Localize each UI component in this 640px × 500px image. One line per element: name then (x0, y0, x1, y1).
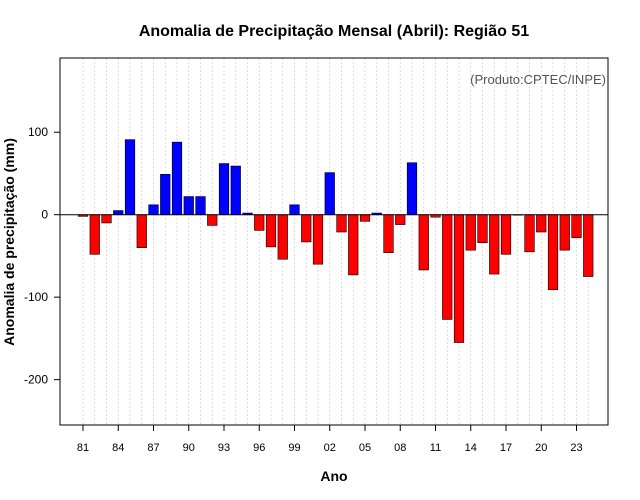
x-tick-label: 08 (394, 442, 406, 454)
x-tick-label: 90 (183, 442, 195, 454)
bar-1994 (230, 165, 241, 215)
bar-series (77, 139, 594, 343)
bar-2019 (524, 214, 535, 253)
bar-2010 (418, 214, 429, 271)
bar-2023 (571, 214, 582, 239)
bar-1991 (195, 196, 206, 215)
y-tick-label: -200 (24, 373, 48, 387)
x-tick-label: 81 (77, 442, 89, 454)
bar-2000 (301, 214, 312, 243)
x-axis: 81 84 87 90 93 96 99 02 05 08 11 14 17 20 23 (77, 425, 583, 454)
plot-frame (59, 57, 609, 426)
bar-2005 (359, 214, 371, 222)
bar-1986 (136, 214, 147, 248)
y-axis: -200 -100 0 100 (24, 125, 60, 387)
bar-2020 (536, 214, 547, 233)
bar-1993 (218, 163, 230, 215)
bar-2021 (547, 214, 559, 291)
x-tick-label: 84 (112, 442, 124, 454)
bar-1984 (113, 210, 124, 215)
bar-2024 (583, 214, 594, 277)
chart-title: Anomalia de Precipitação Mensal (Abril):… (139, 23, 529, 40)
bar-2016 (489, 214, 500, 275)
bar-2014 (465, 214, 476, 251)
bar-1988 (160, 173, 171, 215)
bar-1992 (207, 214, 218, 226)
bar-1989 (171, 141, 183, 215)
bar-2001 (312, 214, 324, 265)
bar-2003 (336, 214, 347, 233)
x-tick-label: 02 (324, 442, 336, 454)
bar-2015 (477, 214, 488, 244)
grid-lines (82, 58, 589, 425)
bar-1982 (89, 214, 100, 255)
bar-2012 (442, 214, 453, 320)
bar-1990 (183, 196, 194, 215)
y-axis-title: Anomalia de precipitação (mm) (1, 138, 17, 346)
bar-1985 (124, 139, 136, 215)
bar-1996 (254, 214, 265, 231)
bar-1983 (101, 214, 112, 224)
x-tick-label: 11 (430, 442, 441, 454)
bar-2007 (383, 214, 394, 253)
product-credit: (Produto:CPTEC/INPE) (470, 72, 606, 87)
y-tick-label: 0 (41, 208, 48, 222)
x-tick-label: 14 (465, 442, 477, 454)
bar-2002 (324, 172, 335, 215)
x-tick-label: 93 (218, 442, 230, 454)
y-tick-label: 100 (28, 125, 48, 139)
x-tick-label: 99 (288, 442, 300, 454)
x-tick-label: 23 (570, 442, 582, 454)
x-tick-label: 96 (253, 442, 265, 454)
bar-1998 (277, 214, 288, 260)
bar-2017 (500, 214, 512, 255)
x-tick-label: 05 (359, 442, 371, 454)
bar-2022 (559, 214, 570, 251)
bar-2008 (395, 214, 406, 225)
bar-1997 (265, 214, 277, 248)
bar-2009 (406, 162, 418, 215)
bar-1987 (148, 204, 159, 215)
x-tick-label: 20 (535, 442, 547, 454)
x-tick-label: 87 (147, 442, 159, 454)
x-tick-label: 17 (500, 442, 512, 454)
bar-2013 (453, 214, 465, 343)
y-tick-label: -100 (24, 290, 48, 304)
x-axis-title: Ano (320, 468, 347, 484)
bar-1999 (289, 204, 300, 215)
bar-2004 (348, 214, 359, 276)
